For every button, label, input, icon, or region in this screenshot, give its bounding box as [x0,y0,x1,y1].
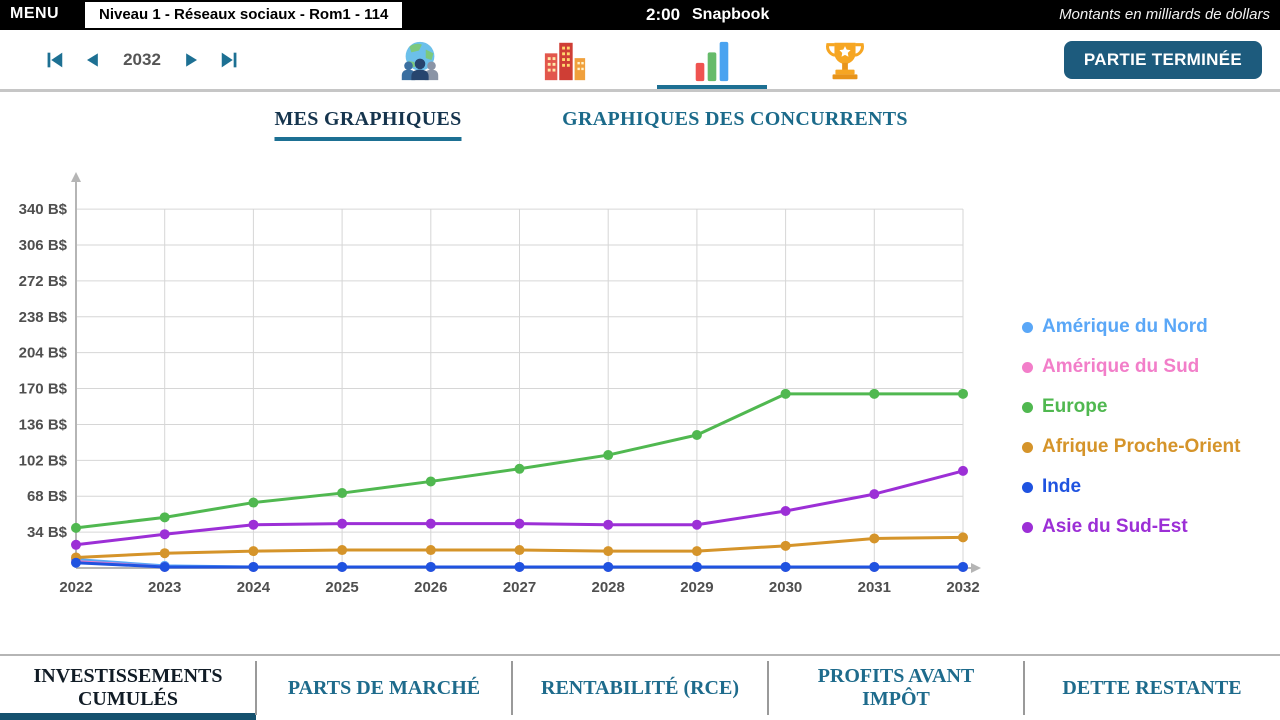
legend-label: Inde [1042,476,1082,497]
svg-text:2028: 2028 [592,579,625,596]
tab-my-graphs[interactable]: MES GRAPHIQUES [274,108,462,141]
bottom-tab-label: PARTS DE MARCHÉ [287,676,481,699]
bottom-tab-label: DETTE RESTANTE [1062,676,1242,699]
bottom-tabs: INVESTISSEMENTS CUMULÉS PARTS DE MARCHÉ RE… [0,654,1280,720]
svg-text:2029: 2029 [680,579,713,596]
world-markets-icon[interactable] [397,38,443,84]
session-label: Niveau 1 - Réseaux sociaux - Rom1 - 114 [85,2,403,28]
svg-text:2023: 2023 [148,579,181,596]
legend-dot [1022,481,1033,493]
svg-text:272 B$: 272 B$ [19,273,68,290]
legend-dot [1022,361,1033,373]
skip-start-icon [47,52,63,67]
legend-label: Amérique du Sud [1042,356,1200,377]
svg-text:68 B$: 68 B$ [27,488,68,505]
svg-text:2031: 2031 [858,579,891,596]
svg-text:136 B$: 136 B$ [19,416,68,433]
legend-dot [1022,521,1033,533]
units-note: Montants en milliards de dollars [1059,6,1270,23]
brand-name: Snapbook [692,6,770,23]
bottom-tab-label: INVESTISSEMENTS CUMULÉS [33,665,223,710]
trophy-icon[interactable] [822,38,868,84]
svg-text:2024: 2024 [237,579,271,596]
svg-text:340 B$: 340 B$ [19,201,68,218]
tab-competitor-graphs[interactable]: GRAPHIQUES DES CONCURRENTS [562,108,908,137]
toolbar: 2032 [0,30,1280,92]
next-icon [186,52,197,67]
svg-text:2032: 2032 [946,579,979,596]
legend-item-amerique-du-sud[interactable]: Amérique du Sud [1022,356,1240,378]
legend-item-afrique-proche-orient[interactable]: Afrique Proche-Orient [1022,436,1240,458]
graph-tabs: MES GRAPHIQUES GRAPHIQUES DES CONCURRENT… [0,95,1280,153]
svg-text:204 B$: 204 B$ [19,345,68,362]
timer: 2:00 [646,5,681,24]
chart-legend: Amérique du Nord Amérique du Sud Europe Afr… [1022,316,1240,538]
charts-icon[interactable] [689,38,735,84]
svg-text:306 B$: 306 B$ [19,237,68,254]
svg-text:2026: 2026 [414,579,447,596]
legend-dot [1022,401,1033,413]
year-navigation: 2032 [42,30,242,89]
svg-text:2027: 2027 [503,579,536,596]
investments-chart: 34 B$ 68 B$ 102 B$ 136 B$ 170 B$ 204 B$ 238 B$… [18,166,1003,606]
bottom-tab-investissements-cumules[interactable]: INVESTISSEMENTS CUMULÉS [0,656,256,720]
charts-selected-underline [657,85,767,89]
legend-dot [1022,441,1033,453]
svg-text:2030: 2030 [769,579,802,596]
legend-label: Asie du Sud-Est [1042,516,1188,537]
bottom-tab-profits-avant-impot[interactable]: PROFITS AVANT IMPÔT [767,656,1024,720]
legend-label: Amérique du Nord [1042,316,1208,337]
legend-item-amerique-du-nord[interactable]: Amérique du Nord [1022,316,1240,338]
end-game-button[interactable]: PARTIE TERMINÉE [1063,41,1262,79]
top-bar: MENU Niveau 1 - Réseaux sociaux - Rom1 -… [0,0,1280,30]
year-display: 2032 [123,49,161,69]
bar-chart-icon [695,41,729,82]
city-icon[interactable] [542,38,588,84]
first-year-button[interactable] [42,49,66,71]
legend-item-asie-du-sud-est[interactable]: Asie du Sud-Est [1022,516,1240,538]
legend-dot [1022,321,1033,333]
legend-item-inde[interactable]: Inde [1022,476,1240,498]
svg-text:170 B$: 170 B$ [19,381,68,398]
last-year-button[interactable] [218,49,242,71]
previous-icon [87,52,98,67]
legend-label: Europe [1042,396,1108,417]
svg-text:2022: 2022 [59,579,92,596]
svg-text:34 B$: 34 B$ [27,524,68,541]
legend-label: Afrique Proche-Orient [1042,436,1241,457]
svg-text:238 B$: 238 B$ [19,309,68,326]
bottom-tab-rentabilite-rce[interactable]: RENTABILITÉ (RCE) [511,656,768,720]
trophy-cup-icon [826,42,864,80]
bottom-tab-label: PROFITS AVANT IMPÔT [817,665,975,710]
previous-year-button[interactable] [82,49,102,71]
buildings-icon [544,42,586,81]
bottom-tab-label: RENTABILITÉ (RCE) [541,676,739,699]
bottom-tab-dette-restante[interactable]: DETTE RESTANTE [1023,656,1280,720]
chart-svg: 34 B$ 68 B$ 102 B$ 136 B$ 170 B$ 204 B$ 238 B$… [19,172,981,596]
next-year-button[interactable] [182,49,202,71]
globe-people-icon [401,41,439,81]
bottom-tab-parts-de-marche[interactable]: PARTS DE MARCHÉ [255,656,512,720]
svg-text:2025: 2025 [325,579,358,596]
legend-item-europe[interactable]: Europe [1022,396,1240,418]
svg-text:102 B$: 102 B$ [19,452,68,469]
menu-button[interactable]: MENU [10,5,60,22]
skip-end-icon [221,52,237,67]
